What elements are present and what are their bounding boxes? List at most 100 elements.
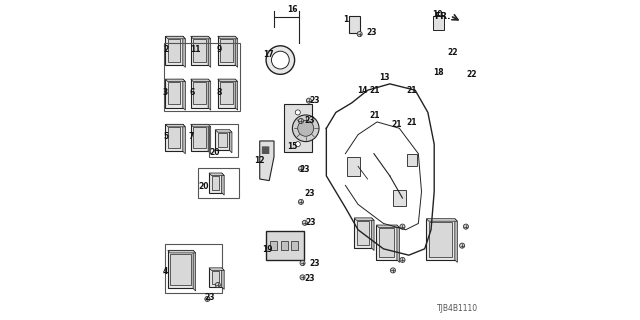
Bar xyxy=(393,190,406,206)
Circle shape xyxy=(400,224,405,229)
Polygon shape xyxy=(397,225,399,262)
Polygon shape xyxy=(183,79,186,110)
Text: 12: 12 xyxy=(255,156,265,165)
Text: 11: 11 xyxy=(190,45,200,54)
Bar xyxy=(198,168,239,198)
Circle shape xyxy=(205,296,210,301)
Bar xyxy=(218,79,235,108)
Polygon shape xyxy=(218,79,237,82)
Bar xyxy=(191,124,208,151)
Bar xyxy=(211,176,219,189)
Bar xyxy=(211,271,219,284)
Text: 23: 23 xyxy=(309,259,320,268)
Text: 21: 21 xyxy=(370,86,380,95)
Polygon shape xyxy=(165,36,186,39)
Text: 22: 22 xyxy=(447,48,458,57)
Circle shape xyxy=(298,120,314,136)
Polygon shape xyxy=(191,124,211,127)
Circle shape xyxy=(215,283,220,288)
Text: 20: 20 xyxy=(210,148,220,157)
Circle shape xyxy=(307,98,312,103)
Text: 20: 20 xyxy=(198,181,209,190)
Bar xyxy=(193,39,205,62)
Text: 23: 23 xyxy=(304,116,315,125)
Bar xyxy=(356,221,369,245)
Polygon shape xyxy=(426,219,458,221)
Text: 23: 23 xyxy=(310,96,321,105)
Circle shape xyxy=(295,142,300,147)
Bar xyxy=(193,82,205,105)
Circle shape xyxy=(295,110,300,115)
Circle shape xyxy=(292,115,319,142)
Bar xyxy=(218,133,227,147)
Polygon shape xyxy=(229,130,232,153)
Polygon shape xyxy=(235,79,237,110)
Text: 21: 21 xyxy=(370,111,380,120)
Polygon shape xyxy=(235,36,237,68)
Bar xyxy=(349,16,360,33)
Bar xyxy=(376,225,397,260)
Bar xyxy=(354,218,372,248)
Bar xyxy=(220,39,232,62)
Polygon shape xyxy=(372,218,374,251)
Bar xyxy=(168,39,180,62)
Circle shape xyxy=(300,260,305,266)
Polygon shape xyxy=(218,36,237,39)
Text: 23: 23 xyxy=(304,275,315,284)
Bar xyxy=(220,82,232,105)
Bar xyxy=(170,253,191,285)
Bar xyxy=(165,79,183,108)
Text: 23: 23 xyxy=(300,165,310,174)
Text: 10: 10 xyxy=(433,10,443,19)
Text: 16: 16 xyxy=(287,5,297,14)
Text: ■: ■ xyxy=(260,146,269,156)
Circle shape xyxy=(400,257,405,262)
Bar xyxy=(429,222,452,257)
Polygon shape xyxy=(165,79,186,82)
Circle shape xyxy=(266,46,294,74)
Text: 7: 7 xyxy=(189,132,195,141)
Polygon shape xyxy=(191,36,211,39)
Polygon shape xyxy=(183,124,186,154)
Text: 21: 21 xyxy=(406,118,417,127)
Text: 23: 23 xyxy=(204,293,214,302)
Bar xyxy=(191,79,208,108)
Text: 23: 23 xyxy=(304,189,315,198)
Text: 1: 1 xyxy=(343,15,348,24)
Text: TJB4B1110: TJB4B1110 xyxy=(437,304,478,313)
Text: 14: 14 xyxy=(357,86,367,95)
Circle shape xyxy=(463,224,468,229)
Bar xyxy=(379,228,394,257)
Polygon shape xyxy=(208,36,211,68)
Polygon shape xyxy=(221,268,224,289)
Bar xyxy=(164,43,240,111)
Circle shape xyxy=(302,220,307,225)
Circle shape xyxy=(298,118,303,124)
Circle shape xyxy=(298,199,303,204)
Bar xyxy=(191,36,208,65)
Circle shape xyxy=(357,32,362,36)
Bar xyxy=(270,241,277,251)
Polygon shape xyxy=(221,173,224,195)
Text: 22: 22 xyxy=(466,70,476,79)
Text: 13: 13 xyxy=(380,73,390,82)
Text: 15: 15 xyxy=(287,142,297,151)
Circle shape xyxy=(298,166,303,172)
Text: 5: 5 xyxy=(163,132,168,141)
Bar xyxy=(209,124,237,157)
Bar xyxy=(209,173,221,193)
Bar xyxy=(426,219,455,260)
Polygon shape xyxy=(193,251,196,291)
Text: 21: 21 xyxy=(392,120,402,129)
Text: 4: 4 xyxy=(163,267,168,276)
Text: 9: 9 xyxy=(217,45,222,54)
Text: 19: 19 xyxy=(262,245,273,254)
Text: 23: 23 xyxy=(306,218,316,227)
Bar xyxy=(284,105,312,152)
Bar xyxy=(165,124,183,151)
Polygon shape xyxy=(209,173,224,176)
Bar xyxy=(347,157,360,176)
Circle shape xyxy=(300,275,305,280)
Bar xyxy=(168,251,193,288)
Polygon shape xyxy=(191,79,211,82)
